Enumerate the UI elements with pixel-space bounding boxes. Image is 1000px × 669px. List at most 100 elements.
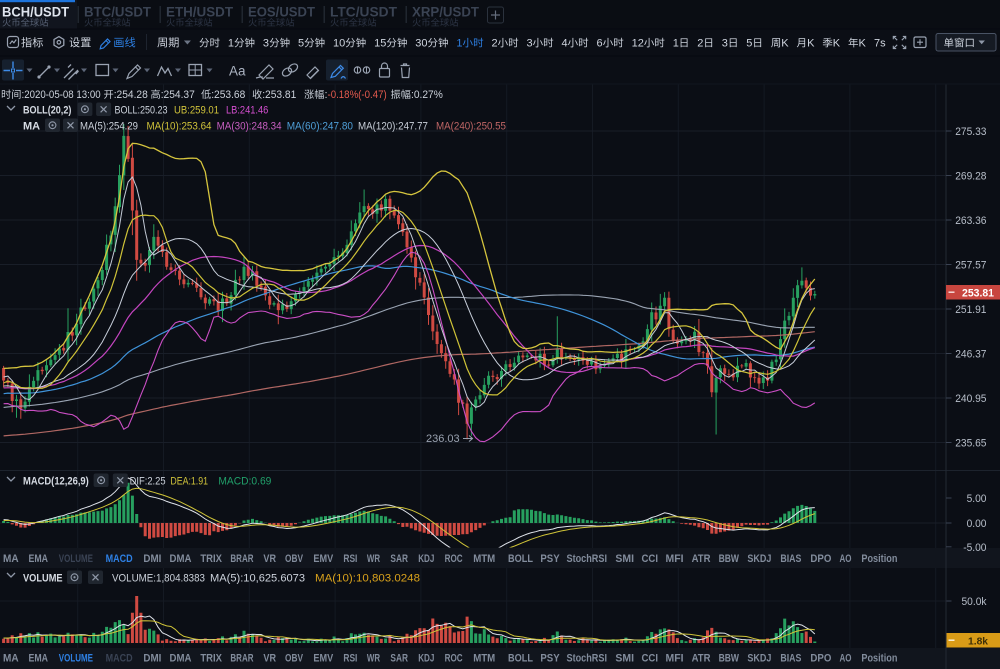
svg-text:BRAR: BRAR — [230, 653, 253, 665]
svg-text:SKDJ: SKDJ — [747, 553, 771, 565]
svg-text:3: 3 — [722, 38, 728, 50]
svg-text:BOLL: BOLL — [508, 653, 533, 665]
svg-text:VOLUME:1,804.8383: VOLUME:1,804.8383 — [112, 573, 205, 585]
svg-text:MFI: MFI — [666, 653, 684, 665]
svg-text:4: 4 — [562, 38, 568, 50]
svg-text:MA(5):254.29: MA(5):254.29 — [80, 121, 138, 133]
svg-text:269.28: 269.28 — [955, 171, 986, 183]
svg-text:PSY: PSY — [540, 553, 560, 565]
svg-text:MTM: MTM — [473, 653, 495, 665]
svg-text:VR: VR — [263, 653, 276, 665]
svg-text:K: K — [833, 38, 841, 50]
svg-text:246.37: 246.37 — [955, 349, 986, 361]
svg-text:EMV: EMV — [313, 553, 333, 565]
svg-text:ATR: ATR — [692, 553, 711, 565]
svg-text:LTC/USDT: LTC/USDT — [330, 5, 398, 20]
svg-text:MA(240):250.55: MA(240):250.55 — [436, 121, 506, 133]
svg-text:BBW: BBW — [719, 553, 740, 565]
svg-text:K: K — [781, 38, 789, 50]
svg-text:RSI: RSI — [343, 653, 357, 665]
svg-text:257.57: 257.57 — [955, 260, 986, 272]
svg-text:6: 6 — [597, 38, 603, 50]
svg-text:SAR: SAR — [390, 553, 408, 565]
svg-text:MA(10):253.64: MA(10):253.64 — [147, 121, 212, 133]
svg-text:StochRSI: StochRSI — [567, 653, 608, 665]
svg-text:BOLL:250.23: BOLL:250.23 — [115, 105, 168, 117]
svg-text:50.0k: 50.0k — [962, 596, 987, 608]
svg-text:DMI: DMI — [143, 553, 161, 565]
svg-text:BRAR: BRAR — [230, 553, 253, 565]
svg-text:VOLUME: VOLUME — [59, 553, 93, 565]
svg-text:OBV: OBV — [285, 553, 303, 565]
svg-text:LB:241.46: LB:241.46 — [226, 105, 268, 117]
svg-text:DEA:1.91: DEA:1.91 — [170, 476, 208, 488]
svg-text:CCI: CCI — [642, 653, 659, 665]
svg-text::254.28: :254.28 — [114, 89, 148, 101]
svg-text:-0.18%(-0.47): -0.18%(-0.47) — [328, 89, 387, 101]
svg-text:BTC/USDT: BTC/USDT — [84, 5, 152, 20]
svg-text:1: 1 — [673, 38, 679, 50]
svg-text:MA(10):10,803.0248: MA(10):10,803.0248 — [315, 573, 420, 585]
svg-text::2020-05-08 13:00: :2020-05-08 13:00 — [22, 89, 101, 101]
svg-text:SKDJ: SKDJ — [747, 653, 771, 665]
svg-text::254.37: :254.37 — [161, 89, 195, 101]
svg-text:TRIX: TRIX — [200, 653, 222, 665]
svg-text:EMV: EMV — [313, 653, 333, 665]
svg-text:3: 3 — [527, 38, 533, 50]
svg-text:ROC: ROC — [445, 653, 463, 665]
svg-text:1.8k: 1.8k — [968, 636, 988, 648]
svg-text:ROC: ROC — [445, 553, 463, 565]
svg-text:235.65: 235.65 — [955, 438, 986, 450]
svg-text:SAR: SAR — [390, 653, 408, 665]
svg-text:SMI: SMI — [615, 553, 634, 565]
svg-text:TRIX: TRIX — [200, 553, 222, 565]
svg-text:12: 12 — [632, 38, 644, 50]
svg-text:30: 30 — [415, 38, 427, 50]
svg-text:AO: AO — [840, 653, 852, 665]
svg-text:DMA: DMA — [170, 553, 192, 565]
svg-text:236.03: 236.03 — [426, 433, 460, 445]
svg-text:StochRSI: StochRSI — [567, 553, 608, 565]
svg-text:AO: AO — [840, 553, 852, 565]
svg-text:CCI: CCI — [642, 553, 659, 565]
svg-text:1: 1 — [456, 38, 462, 50]
svg-text:DMA: DMA — [170, 653, 192, 665]
svg-text:VOLUME: VOLUME — [59, 653, 93, 665]
svg-text:0.00: 0.00 — [967, 518, 987, 530]
svg-text:DMI: DMI — [143, 653, 161, 665]
svg-text:-5.00: -5.00 — [963, 542, 986, 554]
svg-text:251.91: 251.91 — [955, 304, 986, 316]
svg-text:275.33: 275.33 — [955, 126, 986, 138]
svg-text:MA: MA — [23, 121, 40, 133]
svg-text:K: K — [807, 38, 815, 50]
svg-text:BIAS: BIAS — [780, 553, 801, 565]
svg-text:BCH/USDT: BCH/USDT — [2, 5, 70, 20]
svg-text:SMI: SMI — [615, 653, 634, 665]
svg-text:5.00: 5.00 — [967, 493, 987, 505]
svg-text:15: 15 — [374, 38, 386, 50]
svg-text:RSI: RSI — [343, 553, 357, 565]
svg-text:MACD: MACD — [106, 653, 133, 665]
svg-text:MA: MA — [3, 653, 19, 665]
svg-text:WR: WR — [367, 653, 380, 665]
svg-text:253.81: 253.81 — [962, 288, 994, 300]
svg-text::253.68: :253.68 — [211, 89, 245, 101]
svg-text:EMA: EMA — [29, 653, 49, 665]
svg-text:7s: 7s — [874, 38, 886, 50]
svg-text:BOLL(20,2): BOLL(20,2) — [23, 105, 72, 117]
svg-text:2: 2 — [697, 38, 703, 50]
svg-text:MACD:0.69: MACD:0.69 — [218, 476, 271, 488]
svg-text:MA(60):247.80: MA(60):247.80 — [287, 121, 353, 133]
svg-text:UB:259.01: UB:259.01 — [174, 105, 219, 117]
svg-text:XRP/USDT: XRP/USDT — [412, 5, 480, 20]
svg-text:MFI: MFI — [666, 553, 684, 565]
svg-text:EMA: EMA — [29, 553, 49, 565]
svg-text:MA(30):248.34: MA(30):248.34 — [217, 121, 282, 133]
svg-text:KDJ: KDJ — [418, 553, 434, 565]
svg-text:MA: MA — [3, 553, 19, 565]
svg-text:263.36: 263.36 — [955, 215, 986, 227]
svg-text:VOLUME: VOLUME — [23, 573, 63, 585]
svg-text:ATR: ATR — [692, 653, 711, 665]
svg-text:MA(120):247.77: MA(120):247.77 — [358, 121, 428, 133]
svg-text:5: 5 — [746, 38, 752, 50]
